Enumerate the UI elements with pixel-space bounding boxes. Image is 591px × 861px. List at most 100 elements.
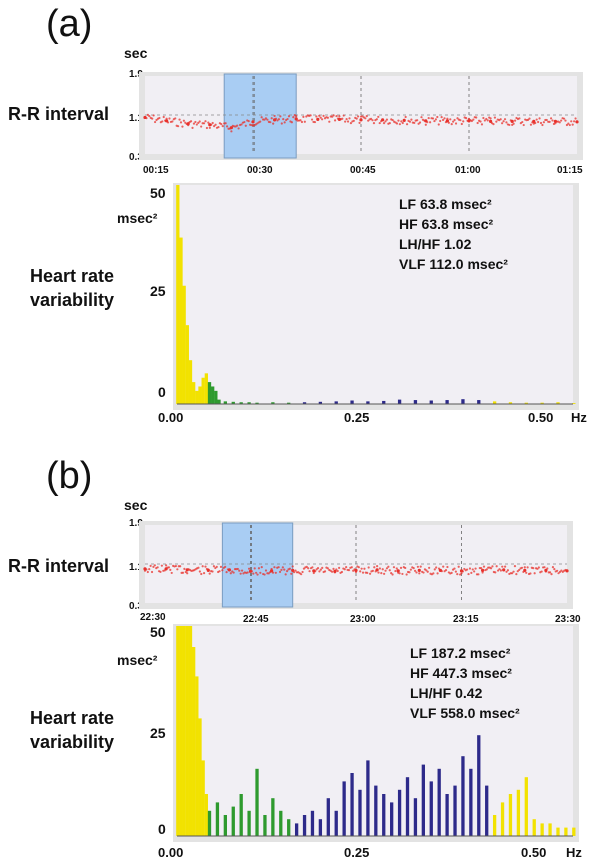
rr-noise-point-a <box>364 117 367 120</box>
rr-noise-point-b <box>450 571 453 574</box>
rr-noise-point-b <box>335 568 338 571</box>
rr-noise-point-b <box>513 565 517 568</box>
rr-noise-point-a <box>287 115 291 118</box>
hrv-x-unit-b: Hz <box>566 845 582 860</box>
rr-noise-point-a <box>541 123 544 127</box>
rr-noise-point-b <box>183 567 186 570</box>
hrv-bar-a-11 <box>211 386 215 404</box>
rr-noise-point-b <box>198 570 201 573</box>
rr-noise-point-b <box>336 569 339 573</box>
rr-noise-point-b <box>145 568 148 571</box>
hrv-bars-b <box>176 626 576 836</box>
rr-noise-point-a <box>146 113 149 116</box>
hrv-bar-a-0 <box>176 185 180 404</box>
rr-noise-point-a <box>539 121 543 125</box>
hrv-bar-b-10 <box>207 810 212 836</box>
rr-tick-a-1: 1.1 <box>129 113 143 124</box>
rr-noise-point-b <box>515 573 518 576</box>
rr-noise-point-b <box>428 566 431 569</box>
rr-noise-point-a <box>377 115 380 118</box>
rr-noise-point-a <box>416 119 419 122</box>
rr-noise-point-b <box>321 566 324 569</box>
rr-noise-point-a <box>427 116 430 120</box>
rr-noise-point-b <box>398 572 401 575</box>
rr-noise-point-b <box>308 570 311 573</box>
rr-noise-point-a <box>225 125 229 128</box>
rr-noise-point-b <box>318 570 321 573</box>
hrv-bar-b-19 <box>279 810 283 836</box>
hrv-unit-a: msec² <box>117 210 158 226</box>
hrv-x-unit-a: Hz <box>571 410 587 425</box>
rr-noise-point-a <box>565 123 569 127</box>
hrv-bar-b-1 <box>179 626 183 836</box>
rr-noise-point-b <box>480 567 483 570</box>
rr-noise-point-a <box>224 122 227 125</box>
rr-noise-point-a <box>489 117 492 120</box>
rr-noise-point-a <box>247 120 250 123</box>
rr-noise-point-a <box>449 118 452 121</box>
rr-noise-point-a <box>202 122 206 125</box>
rr-noise-point-a <box>521 120 524 124</box>
hrv-bar-a-35 <box>524 402 528 404</box>
rr-noise-point-a <box>274 117 278 120</box>
rr-noise-point-a <box>537 120 540 124</box>
rr-noise-point-a <box>499 118 502 121</box>
rr-noise-point-b <box>366 571 369 574</box>
rr-tick-b-1: 1.1 <box>129 562 143 573</box>
rr-noise-point-a <box>522 123 525 127</box>
rr-noise-point-b <box>259 571 262 574</box>
rr-noise-point-a <box>560 119 563 122</box>
rr-noise-point-b <box>384 569 387 572</box>
rr-noise-point-b <box>274 571 277 574</box>
rr-noise-point-a <box>436 115 439 119</box>
rr-noise-point-b <box>204 565 207 568</box>
rr-noise-point-b <box>240 569 244 572</box>
rr-noise-point-a <box>345 118 348 121</box>
rr-noise-point-a <box>526 118 530 122</box>
rr-noise-point-b <box>152 565 155 568</box>
rr-noise-point-b <box>232 571 235 574</box>
rr-noise-point-a <box>459 119 462 122</box>
hrv-bar-a-19 <box>271 402 275 404</box>
rr-noise-point-b <box>224 565 227 569</box>
rr-noise-point-a <box>179 121 183 124</box>
rr-noise-point-b <box>520 566 524 569</box>
rr-noise-point-b <box>271 571 275 574</box>
rr-noise-point-b <box>482 565 486 568</box>
panel-b-letter: (b) <box>46 455 93 497</box>
rr-noise-point-b <box>477 573 480 576</box>
rr-noise-point-a <box>443 117 446 120</box>
rr-noise-point-b <box>323 570 327 573</box>
rr-noise-point-a <box>182 119 185 122</box>
hrv-bar-b-33 <box>390 802 394 836</box>
rr-noise-point-b <box>494 571 497 574</box>
hrv-bar-a-13 <box>217 399 221 404</box>
hrv-bar-b-39 <box>437 768 441 836</box>
rr-tick-b-0: 1.9 <box>129 518 143 529</box>
hrv-x-tick-a-2: 0.50 <box>528 410 554 425</box>
rr-noise-point-b <box>181 571 185 574</box>
rr-noise-point-a <box>391 118 394 122</box>
rr-noise-point-b <box>543 566 546 569</box>
rr-noise-point-a <box>208 126 211 129</box>
rr-noise-point-a <box>277 118 281 121</box>
hrv-bar-a-10 <box>207 382 212 404</box>
rr-noise-point-b <box>432 572 435 575</box>
rr-noise-point-a <box>503 118 507 121</box>
rr-noise-point-a <box>316 118 319 121</box>
hrv-bar-a-22 <box>318 401 323 404</box>
rr-noise-point-a <box>476 121 479 125</box>
rr-point-b-13 <box>417 568 421 572</box>
rr-noise-point-a <box>244 124 247 127</box>
hrv-bar-b-6 <box>195 676 199 836</box>
rr-noise-point-a <box>401 121 404 125</box>
rr-noise-point-b <box>544 570 547 573</box>
rr-noise-point-b <box>551 566 555 569</box>
rr-noise-point-a <box>189 120 193 123</box>
rr-noise-point-b <box>273 566 276 569</box>
rr-noise-point-b <box>546 567 549 570</box>
rr-noise-point-a <box>482 116 485 120</box>
rr-noise-point-a <box>295 115 298 118</box>
rr-point-a-10 <box>359 118 363 122</box>
rr-noise-point-b <box>202 572 206 575</box>
